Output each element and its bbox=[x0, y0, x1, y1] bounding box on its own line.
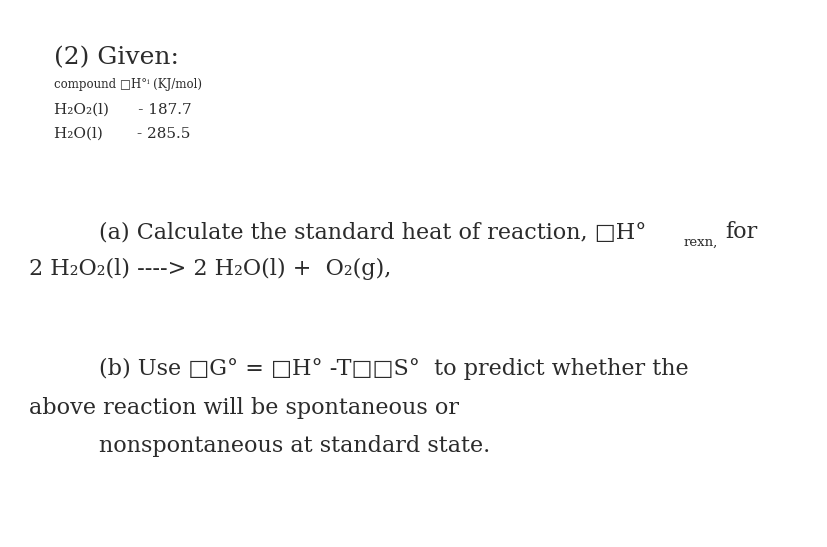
Text: (b) Use □G° = □H° -T□□S°  to predict whether the: (b) Use □G° = □H° -T□□S° to predict whet… bbox=[99, 358, 688, 380]
Text: nonspontaneous at standard state.: nonspontaneous at standard state. bbox=[99, 435, 490, 457]
Text: compound □H°ⁱ (KJ/mol): compound □H°ⁱ (KJ/mol) bbox=[54, 78, 202, 91]
Text: 2 H₂O₂(l) ----> 2 H₂O(l) +  O₂(g),: 2 H₂O₂(l) ----> 2 H₂O(l) + O₂(g), bbox=[29, 258, 391, 280]
Text: rexn,: rexn, bbox=[683, 235, 717, 248]
Text: (a) Calculate the standard heat of reaction, □H°: (a) Calculate the standard heat of react… bbox=[99, 222, 646, 243]
Text: H₂O₂(l)      - 187.7: H₂O₂(l) - 187.7 bbox=[54, 102, 191, 117]
Text: for: for bbox=[724, 222, 757, 243]
Text: (2) Given:: (2) Given: bbox=[54, 46, 179, 69]
Text: H₂O(l)       - 285.5: H₂O(l) - 285.5 bbox=[54, 127, 190, 141]
Text: above reaction will be spontaneous or: above reaction will be spontaneous or bbox=[29, 397, 458, 418]
